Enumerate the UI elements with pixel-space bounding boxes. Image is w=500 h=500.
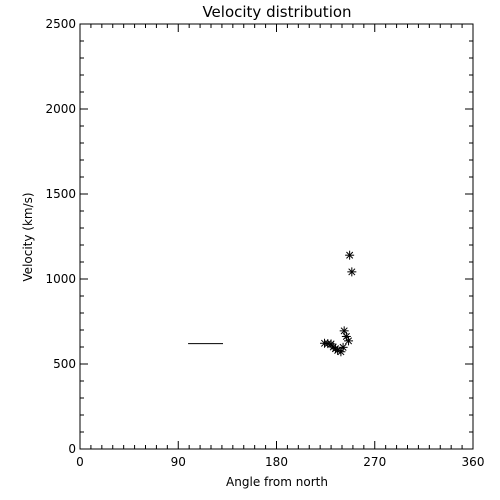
- x-tick-label: 360: [462, 455, 485, 469]
- y-tick-label: 1000: [45, 272, 76, 286]
- data-point: [347, 267, 357, 277]
- chart-title: Velocity distribution: [202, 3, 351, 21]
- y-tick-label: 0: [68, 442, 76, 456]
- y-tick-label: 500: [53, 357, 76, 371]
- x-tick-label: 90: [171, 455, 186, 469]
- x-axis-label: Angle from north: [226, 475, 328, 489]
- y-axis-label: Velocity (km/s): [21, 192, 35, 281]
- y-tick-label: 2500: [45, 17, 76, 31]
- data-point: [345, 250, 355, 260]
- data-marks: [188, 250, 357, 357]
- y-tick-label: 1500: [45, 187, 76, 201]
- x-tick-label: 0: [76, 455, 84, 469]
- y-tick-label: 2000: [45, 102, 76, 116]
- data-point: [338, 342, 348, 352]
- x-tick-label: 270: [363, 455, 386, 469]
- x-tick-label: 180: [265, 455, 288, 469]
- axes: 0 90 180 270 360 0 500 1000 1500 2000 2500: [45, 17, 484, 469]
- data-point: [344, 336, 354, 346]
